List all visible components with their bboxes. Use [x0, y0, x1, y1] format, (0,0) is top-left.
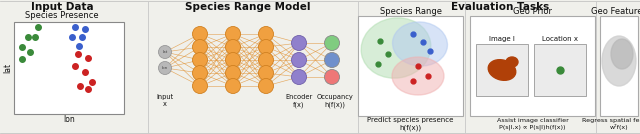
Circle shape: [291, 70, 307, 85]
Circle shape: [225, 53, 241, 68]
Text: Assist image classifier
P(s|I,x) ∝ P(s|I)h(f(x)): Assist image classifier P(s|I,x) ∝ P(s|I…: [497, 118, 568, 130]
Circle shape: [324, 53, 339, 68]
Text: Encoder
f(x): Encoder f(x): [285, 94, 312, 108]
Circle shape: [225, 66, 241, 81]
Text: Occupancy
h(f(x)): Occupancy h(f(x)): [317, 94, 353, 108]
FancyBboxPatch shape: [14, 22, 124, 114]
Circle shape: [291, 53, 307, 68]
Text: lon: lon: [162, 66, 168, 70]
Text: lon: lon: [63, 116, 75, 124]
Circle shape: [291, 36, 307, 51]
FancyBboxPatch shape: [358, 16, 463, 116]
FancyBboxPatch shape: [476, 44, 528, 96]
Ellipse shape: [392, 22, 447, 66]
Ellipse shape: [611, 39, 633, 69]
Ellipse shape: [602, 36, 636, 86]
Text: Location x: Location x: [542, 36, 578, 42]
Text: lat: lat: [3, 63, 13, 73]
Text: Input
x: Input x: [156, 94, 173, 107]
Text: Image I: Image I: [489, 36, 515, 42]
FancyBboxPatch shape: [600, 16, 638, 116]
Ellipse shape: [392, 57, 444, 95]
Circle shape: [225, 79, 241, 94]
Circle shape: [324, 36, 339, 51]
Text: Evaluation Tasks: Evaluation Tasks: [451, 2, 549, 12]
FancyBboxPatch shape: [470, 16, 595, 116]
Ellipse shape: [361, 18, 431, 78]
Circle shape: [193, 40, 207, 55]
Text: Input Data: Input Data: [31, 2, 93, 12]
Circle shape: [259, 79, 273, 94]
Text: Regress spatial feature
wᵀf(x): Regress spatial feature wᵀf(x): [582, 118, 640, 130]
Ellipse shape: [506, 57, 518, 67]
Text: Species Range Model: Species Range Model: [185, 2, 311, 12]
Text: Geo Prior: Geo Prior: [513, 8, 552, 16]
Circle shape: [193, 27, 207, 42]
Circle shape: [259, 53, 273, 68]
Circle shape: [259, 66, 273, 81]
Circle shape: [225, 27, 241, 42]
Circle shape: [259, 27, 273, 42]
Circle shape: [193, 53, 207, 68]
Text: Species Presence: Species Presence: [25, 10, 99, 20]
Circle shape: [159, 46, 172, 59]
Circle shape: [159, 62, 172, 75]
Circle shape: [324, 70, 339, 85]
Circle shape: [259, 40, 273, 55]
Circle shape: [193, 66, 207, 81]
Circle shape: [225, 40, 241, 55]
Text: Geo Features: Geo Features: [591, 8, 640, 16]
Text: lat: lat: [163, 50, 168, 54]
Text: Predict species presence
h(f(x)): Predict species presence h(f(x)): [367, 117, 454, 131]
Ellipse shape: [488, 60, 516, 80]
Text: Species Range: Species Range: [380, 8, 442, 16]
FancyBboxPatch shape: [534, 44, 586, 96]
Circle shape: [193, 79, 207, 94]
